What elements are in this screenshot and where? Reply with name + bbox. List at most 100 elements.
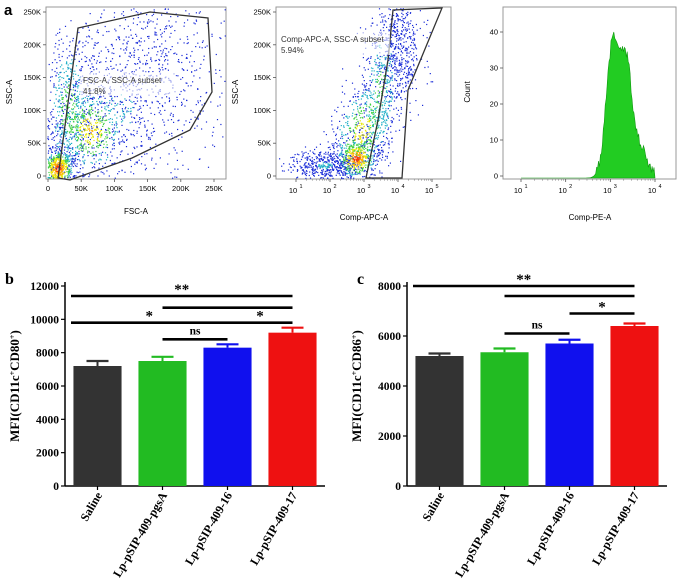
- density-point: [336, 161, 338, 163]
- density-point: [367, 154, 369, 156]
- density-point: [65, 90, 67, 92]
- density-point: [368, 126, 370, 128]
- density-point: [92, 113, 94, 115]
- density-point: [106, 170, 108, 172]
- density-point: [155, 59, 157, 62]
- density-point: [115, 30, 117, 32]
- density-point: [356, 161, 358, 163]
- density-point: [407, 69, 410, 71]
- density-point: [157, 101, 159, 103]
- density-point: [327, 167, 329, 169]
- density-point: [138, 40, 140, 42]
- density-point: [56, 176, 58, 178]
- density-point: [63, 166, 65, 168]
- density-point: [189, 61, 191, 63]
- plot1-x-tick-label: 200K: [172, 184, 190, 193]
- density-point: [74, 165, 77, 167]
- density-point: [140, 141, 143, 143]
- density-point: [71, 118, 73, 120]
- density-point: [155, 32, 157, 34]
- density-point: [197, 88, 199, 90]
- density-point: [66, 62, 68, 65]
- density-point: [59, 157, 61, 159]
- density-point: [72, 37, 74, 40]
- density-point: [328, 159, 330, 161]
- density-point: [49, 165, 51, 167]
- density-point: [306, 167, 309, 169]
- density-point: [88, 59, 91, 61]
- density-point: [107, 127, 110, 129]
- density-point: [84, 97, 86, 99]
- density-point: [89, 105, 91, 107]
- density-point: [384, 125, 386, 127]
- density-point: [404, 67, 406, 70]
- density-point: [305, 177, 307, 179]
- density-point: [361, 131, 363, 133]
- density-point: [76, 45, 78, 47]
- density-point: [63, 149, 66, 151]
- density-point: [370, 57, 372, 59]
- density-point: [68, 132, 71, 134]
- density-point: [371, 143, 373, 145]
- density-point: [133, 117, 135, 119]
- plot2-gate-name: Comp-APC-A, SSC-A subset: [281, 35, 384, 44]
- density-point: [400, 79, 402, 81]
- density-point: [348, 170, 350, 172]
- density-point: [387, 127, 390, 129]
- density-point: [392, 55, 394, 57]
- density-point: [402, 10, 404, 12]
- density-point: [47, 136, 49, 138]
- density-point: [341, 177, 343, 180]
- density-point: [345, 169, 347, 171]
- density-point: [151, 157, 153, 159]
- density-point: [409, 111, 411, 113]
- plot2-x-tick-label: 10: [323, 186, 331, 195]
- density-point: [220, 76, 222, 78]
- density-point: [117, 69, 119, 71]
- density-point: [359, 171, 361, 173]
- density-point: [384, 98, 387, 100]
- density-point: [356, 128, 358, 130]
- density-point: [114, 102, 116, 104]
- density-point: [80, 116, 82, 118]
- density-point: [389, 58, 391, 60]
- density-point: [341, 164, 343, 166]
- density-point: [79, 69, 81, 71]
- density-point: [193, 75, 195, 77]
- density-point: [353, 109, 355, 111]
- density-point: [125, 146, 128, 148]
- density-point: [386, 86, 388, 88]
- density-point: [108, 113, 110, 115]
- density-point: [116, 95, 118, 98]
- density-point: [140, 145, 142, 147]
- density-point: [347, 159, 349, 161]
- density-point: [354, 159, 356, 161]
- density-point: [133, 8, 135, 10]
- density-point: [337, 150, 339, 152]
- plot1-y-tick-label: 150K: [23, 73, 41, 82]
- density-point: [99, 61, 101, 64]
- density-point: [330, 174, 332, 176]
- density-point: [368, 133, 370, 135]
- density-point: [358, 147, 360, 150]
- density-point: [69, 136, 71, 138]
- density-point: [123, 49, 125, 51]
- density-point: [57, 154, 59, 156]
- density-point: [340, 125, 342, 127]
- density-point: [47, 138, 50, 141]
- density-point: [348, 163, 350, 165]
- density-point: [194, 23, 196, 25]
- density-point: [59, 105, 61, 108]
- density-point: [401, 12, 403, 14]
- density-point: [166, 55, 168, 57]
- density-point: [394, 58, 396, 60]
- density-point: [60, 173, 62, 175]
- density-point: [52, 164, 54, 166]
- density-point: [305, 165, 307, 167]
- density-point: [332, 168, 334, 170]
- density-point: [61, 171, 63, 173]
- density-point: [107, 136, 109, 138]
- density-point: [195, 46, 197, 48]
- density-point: [373, 141, 375, 143]
- density-point: [385, 56, 387, 58]
